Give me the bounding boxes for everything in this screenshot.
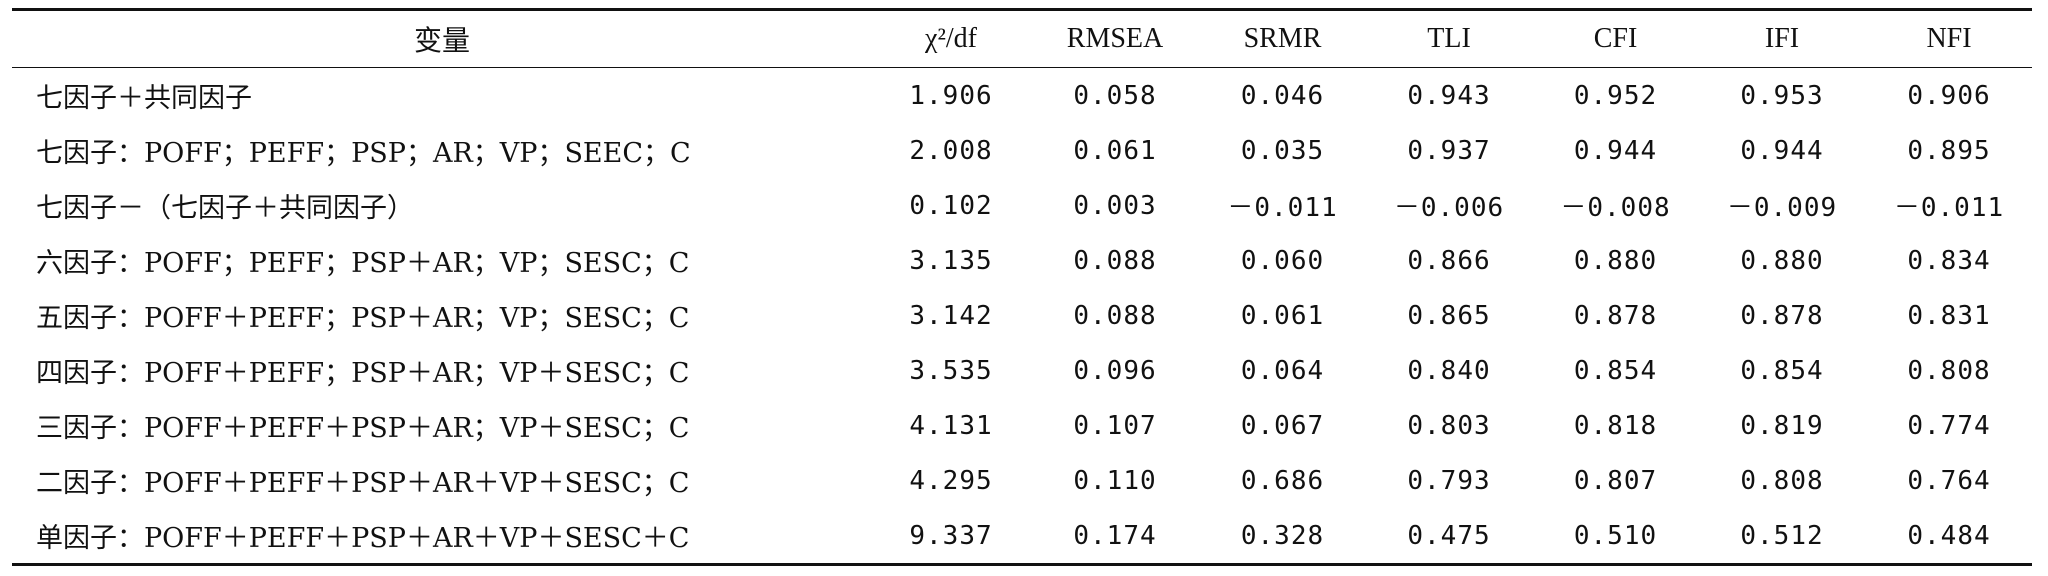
fit-value-cell: 0.880 — [1740, 245, 1824, 276]
header-row: 变量 χ²/df RMSEA SRMR TLI CFI IFI NFI — [12, 9, 2032, 68]
fit-value-cell: 0.061 — [1240, 300, 1325, 331]
fit-value-cell: 0.906 — [1907, 80, 1991, 111]
fit-value-cell: 0.834 — [1907, 245, 1991, 276]
fit-value-cell: －0.011 — [1893, 193, 2005, 223]
fit-value-cell: 0.854 — [1740, 355, 1824, 386]
column-header-nfi: NFI — [1926, 23, 1972, 54]
table-row: 六因子：POFF；PEFF；PSP＋AR；VP；SESC；C 3.135 0.088… — [12, 233, 2032, 288]
fit-value-cell: 0.003 — [1073, 190, 1157, 221]
fit-value-cell: 3.142 — [909, 300, 993, 331]
fit-value-cell: －0.009 — [1726, 193, 1838, 223]
fit-value-cell: 0.878 — [1573, 300, 1658, 331]
fit-value-cell: 0.880 — [1573, 245, 1658, 276]
table-header: 变量 χ²/df RMSEA SRMR TLI CFI IFI NFI — [12, 9, 2032, 68]
fit-value-cell: 0.808 — [1907, 355, 1991, 386]
fit-value-cell: 0.774 — [1907, 410, 1991, 441]
fit-value-cell: 0.686 — [1240, 465, 1325, 496]
fit-value-cell: 0.107 — [1073, 410, 1157, 441]
fit-value-cell: 0.807 — [1573, 465, 1658, 496]
fit-value-cell: 0.484 — [1907, 520, 1991, 551]
fit-value-cell: 0.943 — [1407, 80, 1491, 111]
fit-value-cell: 0.818 — [1573, 410, 1658, 441]
fit-value-cell: 0.088 — [1073, 300, 1157, 331]
fit-value-cell: 4.131 — [909, 410, 993, 441]
fit-value-cell: 0.046 — [1240, 80, 1325, 111]
column-header-ifi: IFI — [1764, 23, 1800, 54]
fit-value-cell: 0.064 — [1240, 355, 1325, 386]
fit-value-cell: 0.328 — [1240, 520, 1325, 551]
fit-value-cell: 0.866 — [1407, 245, 1491, 276]
column-header-tli: TLI — [1427, 23, 1471, 54]
model-label-cell: 七因子＋共同因子 — [36, 83, 252, 114]
column-header-srmr: SRMR — [1243, 23, 1322, 54]
fit-value-cell: 0.819 — [1740, 410, 1824, 441]
fit-value-cell: －0.008 — [1560, 193, 1671, 223]
fit-value-cell: 0.088 — [1073, 245, 1157, 276]
fit-value-cell: 0.096 — [1073, 355, 1157, 386]
table-row: 五因子：POFF＋PEFF；PSP＋AR；VP；SESC；C 3.142 0.088… — [12, 288, 2032, 343]
fit-value-cell: 0.937 — [1407, 135, 1491, 166]
fit-value-cell: 0.895 — [1907, 135, 1991, 166]
fit-value-cell: 0.102 — [909, 190, 993, 221]
fit-value-cell: －0.006 — [1393, 193, 1505, 223]
fit-value-cell: 0.035 — [1240, 135, 1325, 166]
model-label-cell: 五因子：POFF＋PEFF；PSP＋AR；VP；SESC；C — [36, 303, 690, 334]
model-label-cell: 四因子：POFF＋PEFF；PSP＋AR；VP＋SESC；C — [36, 358, 690, 389]
fit-value-cell: 3.135 — [909, 245, 993, 276]
model-fit-table: 变量 χ²/df RMSEA SRMR TLI CFI IFI NFI 七因子＋共同因子 1.9… — [12, 8, 2032, 566]
model-label-cell: 二因子：POFF＋PEFF＋PSP＋AR＋VP＋SESC；C — [36, 468, 690, 499]
column-header-variable: 变量 — [413, 26, 470, 57]
fit-value-cell: 1.906 — [909, 80, 993, 111]
fit-value-cell: 0.764 — [1907, 465, 1991, 496]
table-body: 七因子＋共同因子 1.906 0.058 0.046 0.943 0.952 0.953 0.… — [12, 68, 2032, 565]
fit-value-cell: 3.535 — [909, 355, 993, 386]
table-row: 三因子：POFF＋PEFF＋PSP＋AR；VP＋SESC；C 4.131 0.107… — [12, 398, 2032, 453]
model-label-cell: 单因子：POFF＋PEFF＋PSP＋AR＋VP＋SESC＋C — [36, 523, 690, 554]
model-label-cell: 三因子：POFF＋PEFF＋PSP＋AR；VP＋SESC；C — [36, 413, 690, 444]
model-label-cell: 六因子：POFF；PEFF；PSP＋AR；VP；SESC；C — [36, 248, 690, 279]
fit-value-cell: 0.475 — [1407, 520, 1491, 551]
fit-value-cell: 0.061 — [1073, 135, 1157, 166]
fit-value-cell: 0.878 — [1740, 300, 1824, 331]
fit-value-cell: 0.512 — [1740, 520, 1824, 551]
fit-value-cell: －0.011 — [1227, 193, 1338, 223]
fit-value-cell: 0.953 — [1740, 80, 1824, 111]
fit-value-cell: 9.337 — [909, 520, 993, 551]
fit-value-cell: 0.865 — [1407, 300, 1491, 331]
fit-value-cell: 0.808 — [1740, 465, 1824, 496]
fit-value-cell: 0.952 — [1573, 80, 1658, 111]
fit-value-cell: 0.793 — [1407, 465, 1491, 496]
model-label-cell: 七因子：POFF；PEFF；PSP；AR；VP；SEEC；C — [36, 138, 691, 169]
column-header-rmsea: RMSEA — [1066, 23, 1164, 54]
model-fit-table-container: 变量 χ²/df RMSEA SRMR TLI CFI IFI NFI 七因子＋共同因子 1.9… — [12, 8, 2032, 566]
fit-value-cell: 2.008 — [909, 135, 993, 166]
fit-value-cell: 0.174 — [1073, 520, 1157, 551]
fit-value-cell: 0.510 — [1573, 520, 1658, 551]
fit-value-cell: 0.060 — [1240, 245, 1325, 276]
column-header-cfi: CFI — [1593, 23, 1638, 54]
fit-value-cell: 4.295 — [909, 465, 993, 496]
table-row: 二因子：POFF＋PEFF＋PSP＋AR＋VP＋SESC；C 4.295 0.110… — [12, 453, 2032, 508]
fit-value-cell: 0.854 — [1573, 355, 1658, 386]
model-label-cell: 七因子－（七因子＋共同因子） — [36, 193, 414, 224]
table-row: 七因子＋共同因子 1.906 0.058 0.046 0.943 0.952 0.953 0.… — [12, 68, 2032, 124]
fit-value-cell: 0.803 — [1407, 410, 1491, 441]
fit-value-cell: 0.831 — [1907, 300, 1991, 331]
table-row: 单因子：POFF＋PEFF＋PSP＋AR＋VP＋SESC＋C 9.337 0.174… — [12, 508, 2032, 565]
fit-value-cell: 0.067 — [1240, 410, 1325, 441]
column-header-chi2-df: χ²/df — [925, 23, 977, 54]
table-row: 四因子：POFF＋PEFF；PSP＋AR；VP＋SESC；C 3.535 0.096… — [12, 343, 2032, 398]
fit-value-cell: 0.944 — [1740, 135, 1824, 166]
table-row: 七因子－（七因子＋共同因子） 0.102 0.003 －0.011 －0.006 －0.0… — [12, 178, 2032, 233]
fit-value-cell: 0.110 — [1073, 465, 1157, 496]
fit-value-cell: 0.058 — [1073, 80, 1157, 111]
table-row: 七因子：POFF；PEFF；PSP；AR；VP；SEEC；C 2.008 0.061… — [12, 123, 2032, 178]
fit-value-cell: 0.944 — [1573, 135, 1658, 166]
fit-value-cell: 0.840 — [1407, 355, 1491, 386]
